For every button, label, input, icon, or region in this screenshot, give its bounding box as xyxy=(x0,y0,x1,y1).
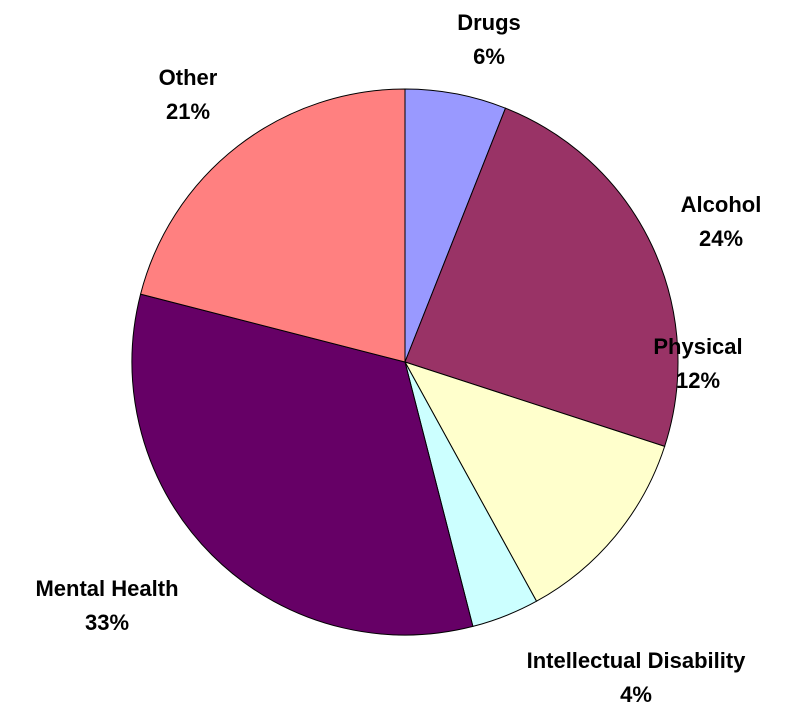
pie-slice-alcohol xyxy=(404,107,679,447)
slice-label-name: Other xyxy=(159,65,218,90)
slice-label-percent: 6% xyxy=(473,44,505,69)
slice-label-name: Drugs xyxy=(457,10,521,35)
slice-label-percent: 24% xyxy=(699,226,743,251)
slices-layer xyxy=(131,88,679,636)
data-label-alcohol: Alcohol 24% xyxy=(681,192,762,251)
slice-label-name: Alcohol xyxy=(681,192,762,217)
data-label-physical: Physical 12% xyxy=(653,334,742,393)
data-label-other: Other 21% xyxy=(159,65,218,124)
data-label-intellectual-disability: Intellectual Disability 4% xyxy=(527,648,747,707)
slice-label-name: Intellectual Disability xyxy=(527,648,747,673)
slice-label-name: Physical xyxy=(653,334,742,359)
data-label-mental-health: Mental Health 33% xyxy=(35,576,178,635)
labels-layer: Drugs 6% Alcohol 24% Physical 12% Intellectual… xyxy=(35,10,761,707)
slice-label-name: Mental Health xyxy=(35,576,178,601)
pie-slice-other xyxy=(139,88,406,363)
pie-slice-mental-health xyxy=(131,293,474,636)
pie-slice-physical xyxy=(403,361,666,602)
data-label-drugs: Drugs 6% xyxy=(457,10,521,69)
slice-label-percent: 12% xyxy=(676,368,720,393)
slice-label-percent: 33% xyxy=(85,610,129,635)
slice-label-percent: 21% xyxy=(166,99,210,124)
slice-label-percent: 4% xyxy=(620,682,652,707)
